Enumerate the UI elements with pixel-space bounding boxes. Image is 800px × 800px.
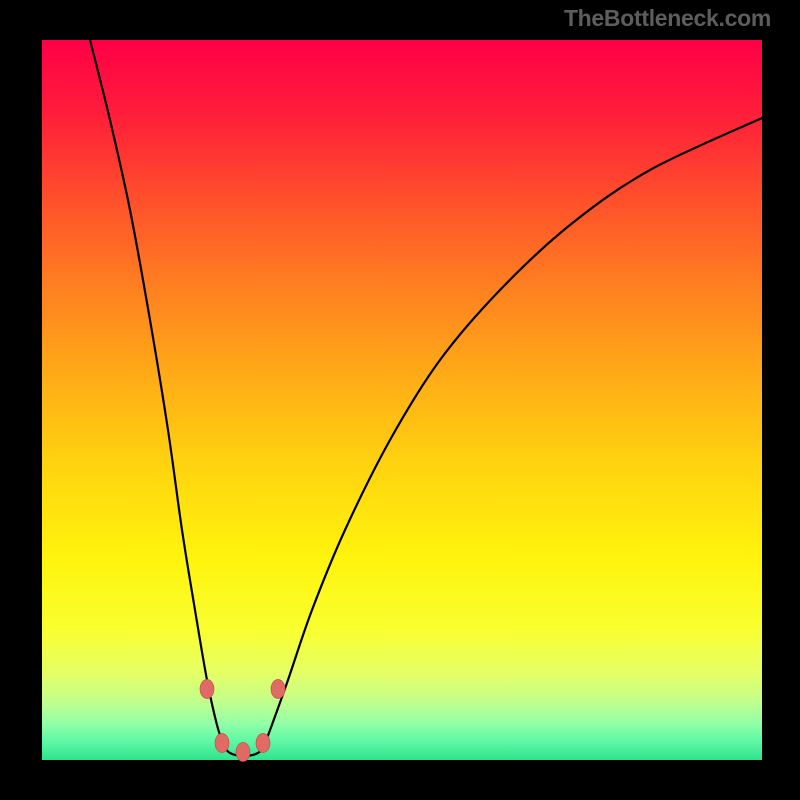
bottleneck-curve (90, 40, 762, 756)
curve-marker (236, 743, 250, 762)
curve-marker (271, 680, 285, 699)
curve-marker (200, 680, 214, 699)
chart-root: TheBottleneck.com (0, 0, 800, 800)
curve-marker (215, 734, 229, 753)
watermark-text: TheBottleneck.com (564, 5, 771, 32)
curve-marker (256, 734, 270, 753)
curve-layer (0, 0, 800, 800)
